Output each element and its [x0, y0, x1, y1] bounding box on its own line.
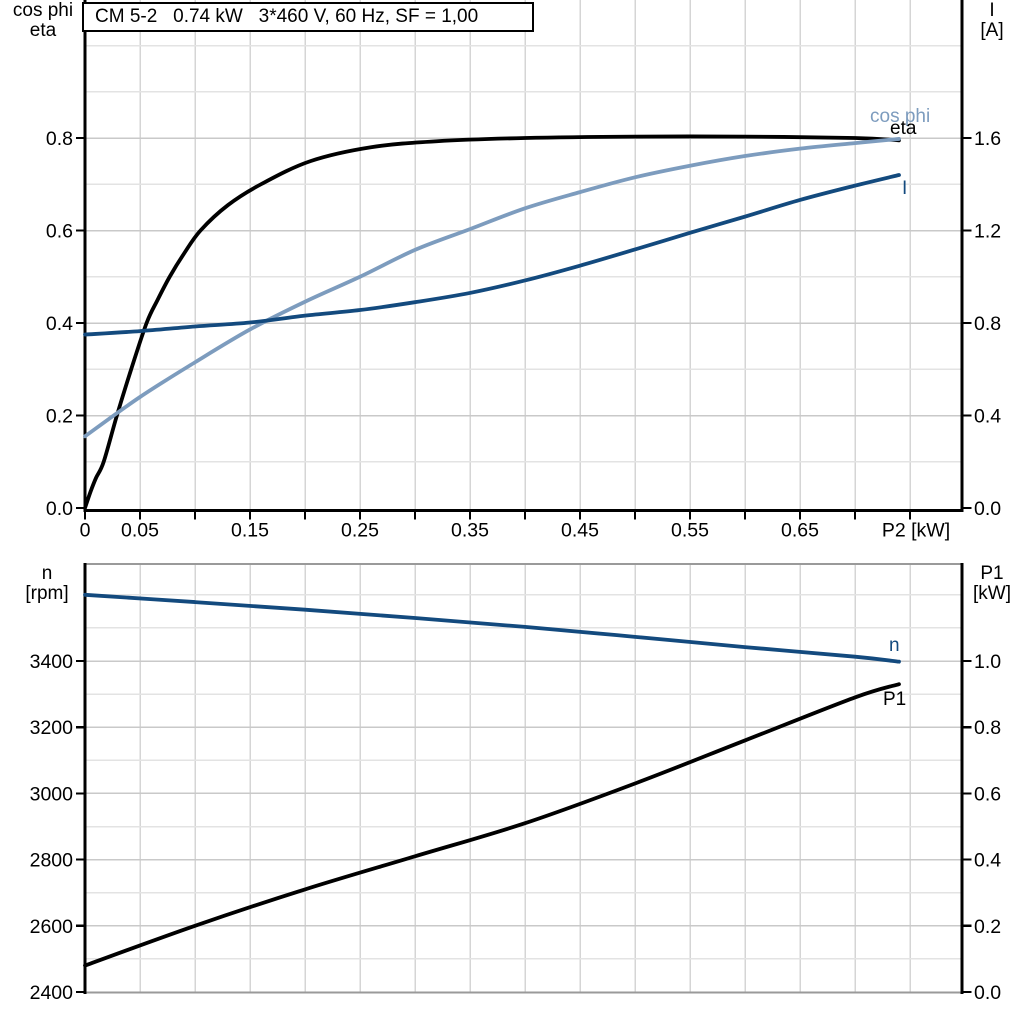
current-unit-label: [A]	[980, 20, 1004, 41]
speed-unit-label: [rpm]	[25, 583, 69, 604]
right-tick-label: 0.4	[974, 850, 1001, 872]
left-tick-label: 0.0	[46, 498, 73, 520]
curve-label-speed: n	[889, 635, 900, 656]
eta-axis-label: eta	[29, 20, 57, 41]
curve-label-eta: eta	[890, 118, 917, 139]
right-tick-label: 0.8	[974, 313, 1001, 335]
x-axis-unit-label: P2 [kW]	[882, 520, 950, 542]
left-tick-label: 2800	[30, 850, 74, 872]
curve-label-current: I	[902, 178, 908, 199]
curve-label-power-in: P1	[883, 689, 907, 710]
left-tick-label: 0.8	[46, 128, 73, 150]
left-tick-label: 0.6	[46, 221, 73, 243]
curve-cos-phi	[83, 137, 901, 439]
chart-title-box: CM 5-2 0.74 kW 3*460 V, 60 Hz, SF = 1,00	[82, 2, 534, 32]
current-axis-label: I	[989, 0, 995, 21]
curve-n	[83, 592, 901, 664]
right-tick-label: 1.6	[974, 128, 1001, 150]
power-in-axis-label: P1	[980, 563, 1004, 584]
left-tick-label: 0.2	[46, 406, 73, 428]
cos-phi-axis-label: cos phi	[12, 0, 74, 21]
top-left-axis-title: cos phi eta	[4, 1, 82, 41]
x-tick-label: 0.35	[451, 520, 489, 542]
curve-label-cos-phi: cos phi	[870, 106, 931, 127]
left-tick-label: 3200	[30, 717, 74, 739]
left-tick-label: 2400	[30, 982, 74, 1004]
right-tick-label: 0.8	[974, 717, 1001, 739]
right-tick-label: 0.2	[974, 916, 1001, 938]
right-tick-label: 0.4	[974, 406, 1001, 428]
right-tick-label: 0.0	[974, 982, 1001, 1004]
x-tick-label: 0.55	[671, 520, 709, 542]
left-tick-label: 2600	[30, 916, 74, 938]
bottom-right-axis-title: P1 [kW]	[960, 564, 1024, 604]
bottom-left-axis-title: n [rpm]	[8, 564, 86, 604]
right-tick-label: 0.6	[974, 783, 1001, 805]
left-tick-label: 3000	[30, 783, 74, 805]
x-tick-label: 0.25	[341, 520, 379, 542]
curve-i	[83, 173, 901, 337]
left-tick-label: 0.4	[46, 313, 73, 335]
right-tick-label: 0.0	[974, 498, 1001, 520]
right-tick-label: 1.0	[974, 651, 1001, 673]
curve-p1	[83, 682, 901, 968]
x-tick-label: 0.15	[231, 520, 269, 542]
x-tick-label: 0.05	[121, 520, 159, 542]
curve-eta	[83, 134, 901, 510]
top-right-axis-title: I [A]	[960, 1, 1024, 41]
left-tick-label: 3400	[30, 651, 74, 673]
x-tick-label: 0.45	[561, 520, 599, 542]
x-tick-label: 0	[80, 520, 91, 542]
power-in-unit-label: [kW]	[973, 583, 1011, 604]
speed-axis-label: n	[41, 563, 53, 584]
right-tick-label: 1.2	[974, 221, 1001, 243]
x-tick-label: 0.65	[781, 520, 819, 542]
